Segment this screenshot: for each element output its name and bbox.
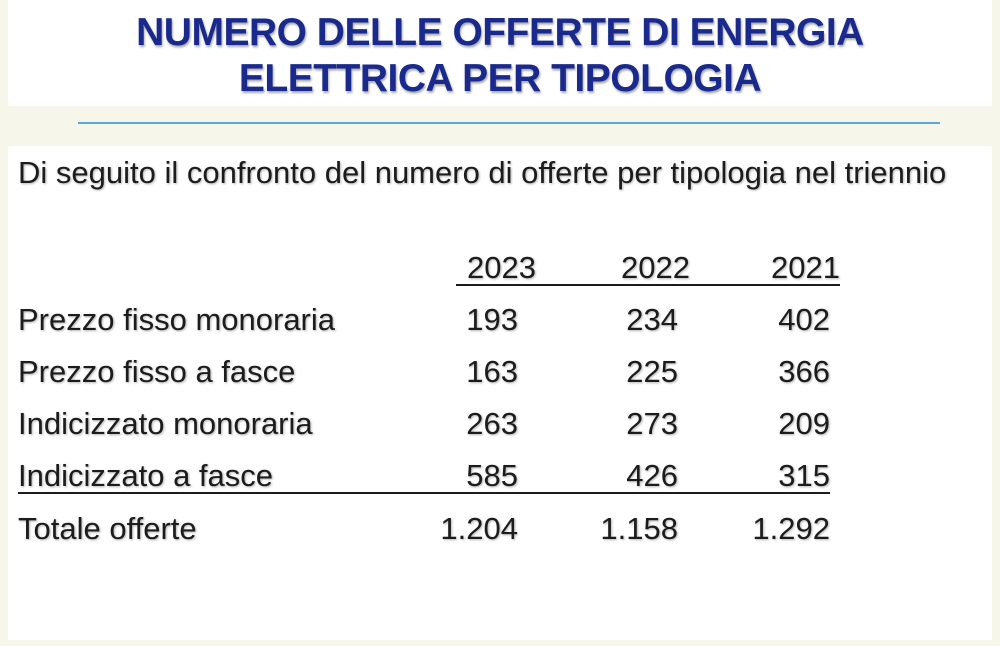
row-label-4: Indicizzato a fasce bbox=[18, 458, 274, 493]
row3-value-2021: 209 bbox=[778, 406, 830, 441]
row1-value-2022: 234 bbox=[626, 302, 678, 337]
header-underline bbox=[456, 284, 840, 286]
header-year-2: 2022 bbox=[621, 250, 690, 285]
header-year-1: 2023 bbox=[467, 250, 536, 285]
row1-value-2023: 193 bbox=[466, 302, 518, 337]
row-label-1: Prezzo fisso monoraria bbox=[18, 302, 336, 337]
row-label-3: Indicizzato monoraria bbox=[18, 406, 313, 441]
total-label: Totale offerte bbox=[18, 511, 197, 546]
total-value-2022: 1.158 bbox=[600, 511, 678, 546]
row4-value-2023: 585 bbox=[466, 458, 518, 493]
row3-value-2022: 273 bbox=[626, 406, 678, 441]
row3-value-2023: 263 bbox=[466, 406, 518, 441]
row2-value-2021: 366 bbox=[778, 354, 830, 389]
total-separator bbox=[18, 492, 830, 494]
total-value-2021: 1.292 bbox=[752, 511, 830, 546]
title-line-1: NUMERO DELLE OFFERTE DI ENERGIA bbox=[136, 11, 864, 54]
title-band bbox=[8, 0, 992, 106]
row4-value-2022: 426 bbox=[626, 458, 678, 493]
intro-text: Di seguito il confronto del numero di of… bbox=[18, 155, 947, 190]
row4-value-2021: 315 bbox=[778, 458, 830, 493]
header-year-3: 2021 bbox=[771, 250, 840, 285]
row-label-2: Prezzo fisso a fasce bbox=[18, 354, 296, 389]
total-value-2023: 1.204 bbox=[440, 511, 518, 546]
row2-value-2023: 163 bbox=[466, 354, 518, 389]
content-panel bbox=[8, 146, 992, 640]
title-divider bbox=[78, 122, 940, 124]
row2-value-2022: 225 bbox=[626, 354, 678, 389]
slide-title: NUMERO DELLE OFFERTE DI ENERGIA ELETTRIC… bbox=[0, 10, 1000, 102]
title-line-2: ELETTRICA PER TIPOLOGIA bbox=[238, 57, 762, 100]
row1-value-2021: 402 bbox=[778, 302, 830, 337]
